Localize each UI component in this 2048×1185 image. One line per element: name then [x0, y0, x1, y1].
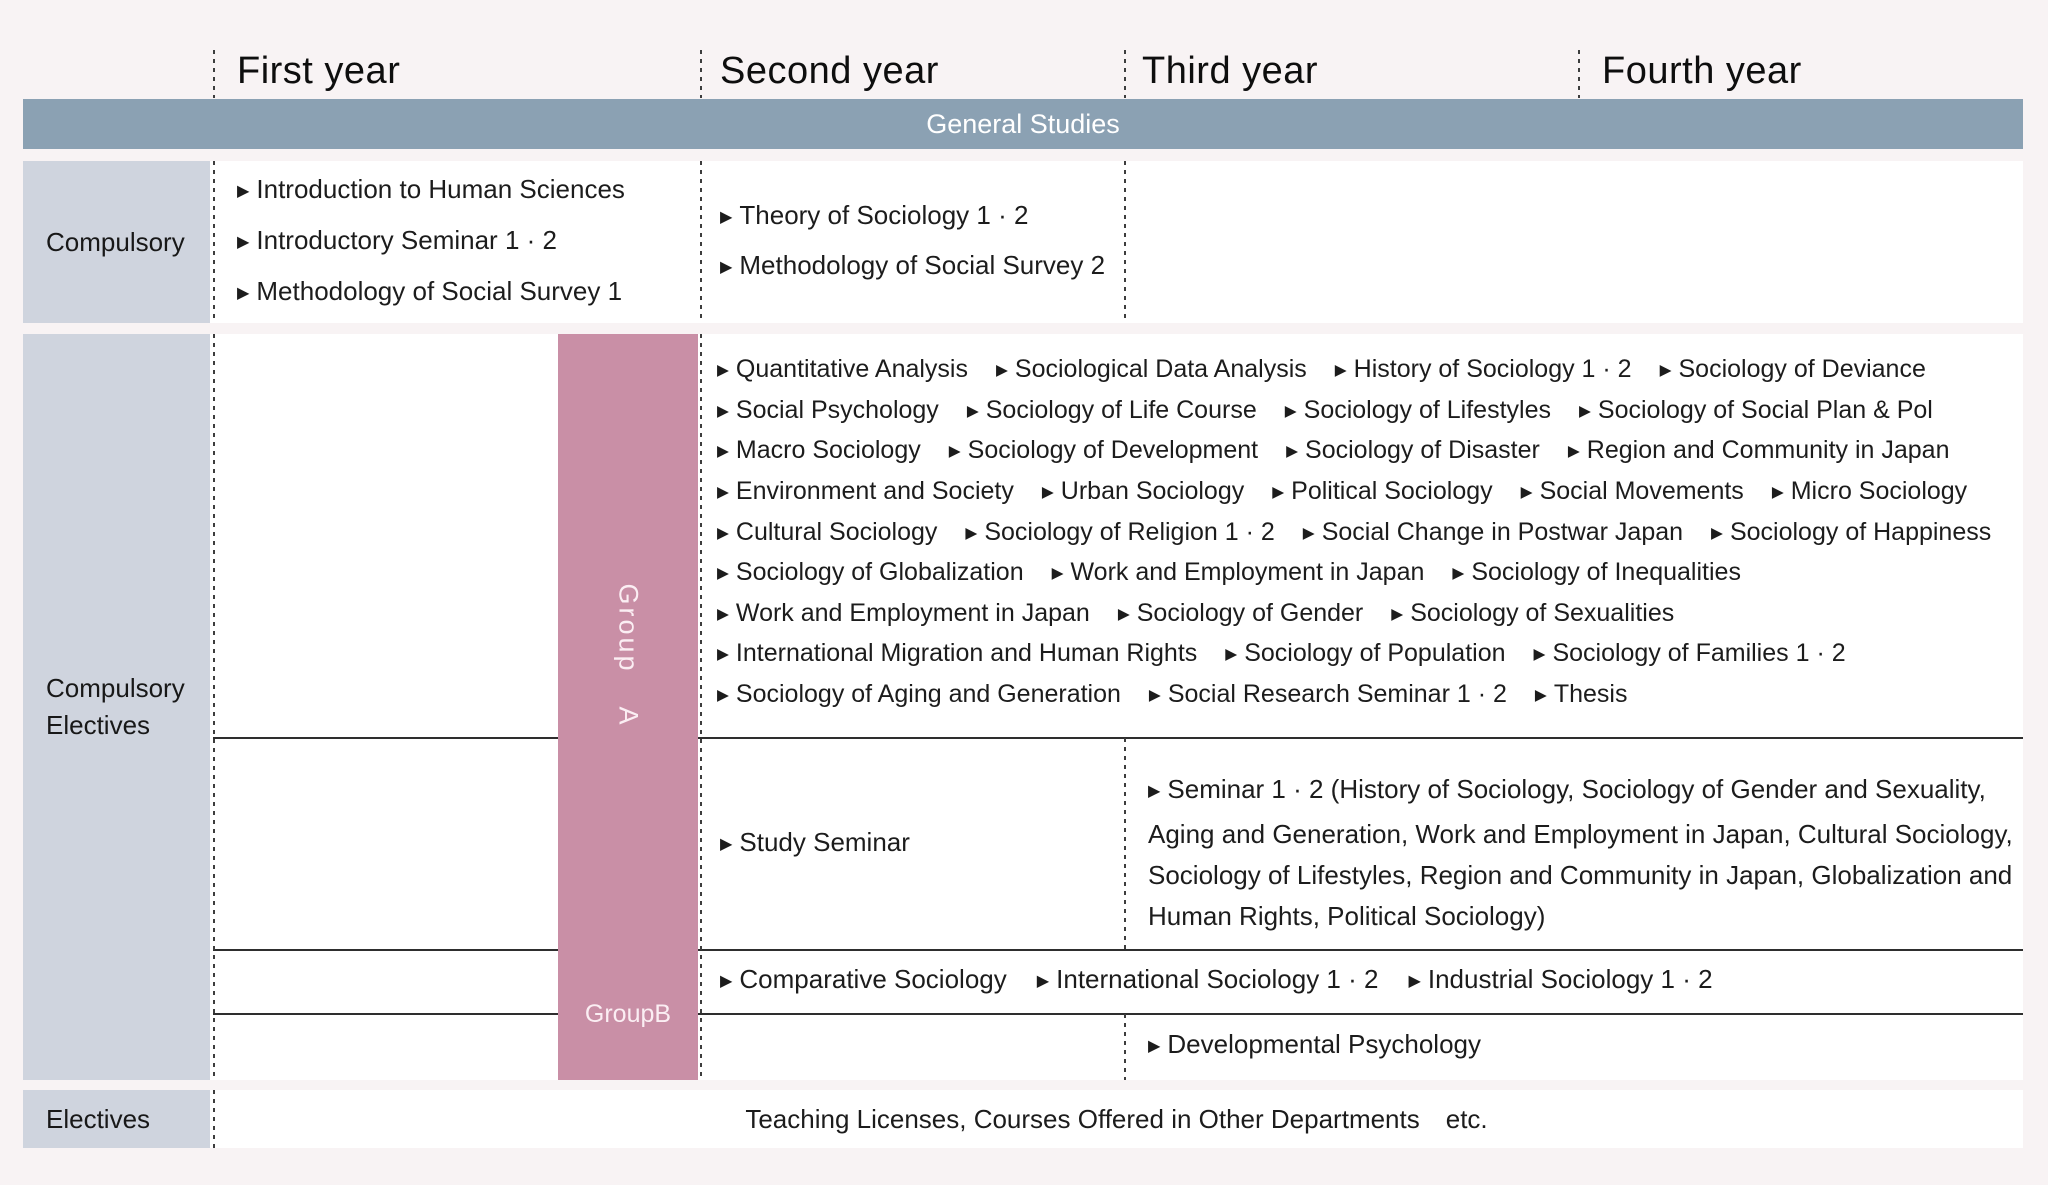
electives-row-label: Electives	[23, 1090, 210, 1148]
course-item: Sociological Data Analysis	[996, 354, 1307, 388]
course-item: Study Seminar	[720, 827, 910, 861]
column-divider-dashed	[213, 50, 215, 98]
course-line: Environment and Society Urban Sociology …	[717, 473, 1991, 514]
course-item: Environment and Society	[717, 476, 1014, 510]
year-header-fourth: Fourth year	[1602, 50, 1802, 92]
general-studies-banner: General Studies	[23, 99, 2023, 149]
course-line: Sociology of Globalization Work and Empl…	[717, 554, 1991, 595]
course-item: Sociology of Sexualities	[1391, 598, 1674, 632]
seminar-text: Seminar 1 · 2 (History of Sociology, Soc…	[1148, 774, 2013, 931]
course-item: Introductory Seminar 1 · 2	[237, 225, 625, 259]
electives-content-text: Teaching Licenses, Courses Offered in Ot…	[745, 1103, 1488, 1134]
column-divider-dashed	[1578, 50, 1580, 98]
course-item: Industrial Sociology 1 · 2	[1408, 964, 1713, 998]
compulsory-label-text: Compulsory	[46, 226, 185, 257]
course-item: Comparative Sociology	[720, 964, 1006, 998]
column-divider-dashed	[700, 50, 702, 98]
course-item: Macro Sociology	[717, 435, 921, 469]
course-item: Social Psychology	[717, 395, 939, 429]
course-line: Quantitative Analysis Sociological Data …	[717, 351, 1991, 392]
course-item: Region and Community in Japan	[1568, 435, 1950, 469]
course-item: Sociology of Social Plan & Pol	[1579, 395, 1933, 429]
course-item: Political Sociology	[1272, 476, 1493, 510]
course-line: International Migration and Human Rights…	[717, 635, 1991, 676]
course-item: Social Change in Postwar Japan	[1303, 517, 1683, 551]
course-item: Sociology of Inequalities	[1452, 557, 1741, 591]
compulsory-electives-label-text: Compulsory Electives	[46, 673, 185, 740]
course-line: Sociology of Aging and Generation Social…	[717, 676, 1991, 717]
course-item: Cultural Sociology	[717, 517, 938, 551]
course-item: Sociology of Life Course	[967, 395, 1257, 429]
course-item: Sociology of Religion 1 · 2	[965, 517, 1274, 551]
electives-label-text: Electives	[46, 1103, 151, 1134]
column-divider-dashed	[700, 161, 702, 323]
seminar-paragraph: Seminar 1 · 2 (History of Sociology, Soc…	[1148, 769, 2038, 937]
column-divider-dashed	[213, 334, 215, 1080]
year-header-third: Third year	[1142, 50, 1319, 92]
course-item: International Sociology 1 · 2	[1037, 964, 1378, 998]
column-divider-dashed	[1124, 161, 1126, 323]
course-item: History of Sociology 1 · 2	[1335, 354, 1632, 388]
electives-content: Teaching Licenses, Courses Offered in Ot…	[210, 1090, 2023, 1148]
general-studies-label: General Studies	[926, 108, 1120, 139]
year-header-second: Second year	[720, 50, 939, 92]
course-item: Theory of Sociology 1 · 2	[720, 200, 1105, 234]
column-divider-dashed	[213, 161, 215, 323]
course-item: Urban Sociology	[1042, 476, 1244, 510]
row-divider	[213, 737, 2023, 739]
group-b-row1: Comparative Sociology International Soci…	[720, 951, 1713, 1011]
course-item: Social Movements	[1521, 476, 1744, 510]
course-line: Social Psychology Sociology of Life Cour…	[717, 392, 1991, 433]
column-divider-dashed	[1124, 1014, 1126, 1080]
course-item: Thesis	[1535, 679, 1628, 713]
course-item: Methodology of Social Survey 2	[720, 250, 1105, 284]
row-divider	[213, 949, 2023, 951]
course-item: Sociology of Disaster	[1286, 435, 1540, 469]
course-item: Introduction to Human Sciences	[237, 174, 625, 208]
column-divider-dashed	[700, 334, 702, 1080]
course-line: Work and Employment in Japan Sociology o…	[717, 595, 1991, 636]
row-divider	[213, 1013, 2023, 1015]
course-item: Methodology of Social Survey 1	[237, 276, 625, 310]
column-divider-dashed	[1124, 50, 1126, 98]
compulsory-year1-courses: Introduction to Human Sciences Introduct…	[237, 161, 625, 323]
column-divider-dashed	[213, 1090, 215, 1148]
group-a-course-list: Quantitative Analysis Sociological Data …	[717, 351, 1991, 716]
compulsory-year2-courses: Theory of Sociology 1 · 2 Methodology of…	[720, 161, 1105, 323]
year-header-first: First year	[237, 50, 401, 92]
course-item: Sociology of Deviance	[1660, 354, 1926, 388]
course-item: Sociology of Aging and Generation	[717, 679, 1121, 713]
course-item: Sociology of Families 1 · 2	[1534, 638, 1845, 672]
course-item: Sociology of Happiness	[1711, 517, 1991, 551]
course-item: International Migration and Human Rights	[717, 638, 1197, 672]
group-a-label: Group A	[613, 583, 644, 728]
group-b-label: GroupB	[584, 1000, 672, 1028]
course-item: Sociology of Globalization	[717, 557, 1024, 591]
column-divider-dashed	[1124, 738, 1126, 949]
compulsory-electives-label: Compulsory Electives	[23, 334, 210, 1080]
course-item: Quantitative Analysis	[717, 354, 968, 388]
group-band: Group A GroupB	[558, 334, 698, 1080]
study-seminar-cell: Study Seminar	[720, 739, 1120, 949]
course-item: Sociology of Gender	[1118, 598, 1364, 632]
course-item: Developmental Psychology	[1148, 1029, 1481, 1063]
course-item: Sociology of Development	[949, 435, 1258, 469]
course-item: Sociology of Lifestyles	[1285, 395, 1551, 429]
compulsory-row-label: Compulsory	[23, 161, 210, 323]
group-b-row2: Developmental Psychology	[1148, 1015, 1481, 1077]
course-item: Work and Employment in Japan	[1052, 557, 1425, 591]
course-item: Micro Sociology	[1772, 476, 1967, 510]
course-line: Macro Sociology Sociology of Development…	[717, 432, 1991, 473]
course-item: Sociology of Population	[1225, 638, 1505, 672]
electives-row-cell	[210, 1090, 2023, 1148]
course-item: Social Research Seminar 1 · 2	[1149, 679, 1507, 713]
course-line: Cultural Sociology Sociology of Religion…	[717, 513, 1991, 554]
course-item: Work and Employment in Japan	[717, 598, 1090, 632]
